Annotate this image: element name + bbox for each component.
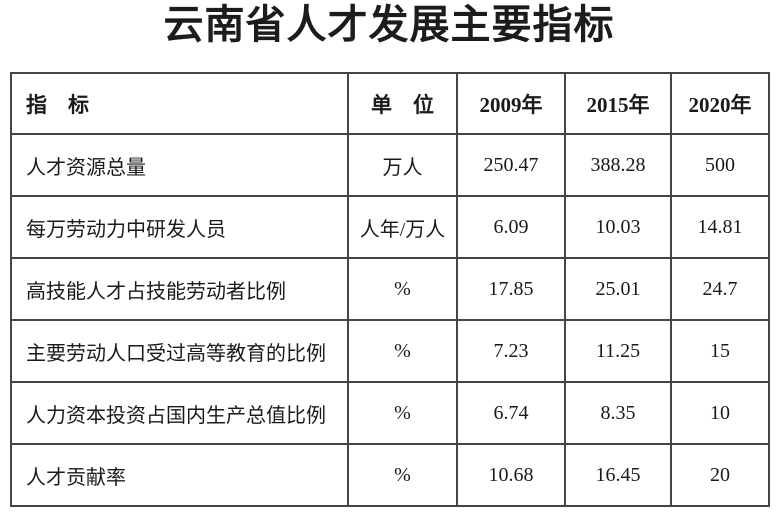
value-2020-cell: 10 <box>670 381 770 445</box>
header-row: 指 标 单 位 2009年 2015年 2020年 <box>10 72 770 135</box>
value-2020-cell: 500 <box>670 133 770 197</box>
table-row: 每万劳动力中研发人员 人年/万人 6.09 10.03 14.81 <box>10 195 770 259</box>
value-2020-cell: 20 <box>670 443 770 507</box>
unit-cell: 人年/万人 <box>347 195 458 259</box>
header-2009: 2009年 <box>456 72 566 135</box>
value-2015-cell: 11.25 <box>564 319 672 383</box>
value-2020-cell: 14.81 <box>670 195 770 259</box>
value-2015-cell: 16.45 <box>564 443 672 507</box>
header-unit: 单 位 <box>347 72 458 135</box>
indicator-cell: 人才资源总量 <box>10 133 349 197</box>
unit-cell: 万人 <box>347 133 458 197</box>
table-body: 人才资源总量 万人 250.47 388.28 500 每万劳动力中研发人员 人… <box>10 133 770 507</box>
indicators-table: 指 标 单 位 2009年 2015年 2020年 人才资源总量 万人 250.… <box>10 72 770 507</box>
value-2015-cell: 25.01 <box>564 257 672 321</box>
page-title: 云南省人才发展主要指标 <box>163 3 615 47</box>
indicator-cell: 每万劳动力中研发人员 <box>10 195 349 259</box>
header-2015: 2015年 <box>564 72 672 135</box>
value-2009-cell: 250.47 <box>456 133 566 197</box>
value-2020-cell: 24.7 <box>670 257 770 321</box>
value-2009-cell: 10.68 <box>456 443 566 507</box>
value-2020-cell: 15 <box>670 319 770 383</box>
value-2009-cell: 17.85 <box>456 257 566 321</box>
table-row: 高技能人才占技能劳动者比例 % 17.85 25.01 24.7 <box>10 257 770 321</box>
table-row: 人力资本投资占国内生产总值比例 % 6.74 8.35 10 <box>10 381 770 445</box>
value-2015-cell: 10.03 <box>564 195 672 259</box>
indicator-cell: 高技能人才占技能劳动者比例 <box>10 257 349 321</box>
unit-cell: % <box>347 257 458 321</box>
value-2009-cell: 6.09 <box>456 195 566 259</box>
value-2015-cell: 8.35 <box>564 381 672 445</box>
unit-cell: % <box>347 319 458 383</box>
indicator-cell: 人力资本投资占国内生产总值比例 <box>10 381 349 445</box>
unit-cell: % <box>347 381 458 445</box>
table-row: 人才资源总量 万人 250.47 388.28 500 <box>10 133 770 197</box>
value-2015-cell: 388.28 <box>564 133 672 197</box>
indicator-cell: 主要劳动人口受过高等教育的比例 <box>10 319 349 383</box>
table-header: 指 标 单 位 2009年 2015年 2020年 <box>10 72 770 135</box>
table-row: 人才贡献率 % 10.68 16.45 20 <box>10 443 770 507</box>
header-2020: 2020年 <box>670 72 770 135</box>
unit-cell: % <box>347 443 458 507</box>
value-2009-cell: 6.74 <box>456 381 566 445</box>
table-row: 主要劳动人口受过高等教育的比例 % 7.23 11.25 15 <box>10 319 770 383</box>
value-2009-cell: 7.23 <box>456 319 566 383</box>
indicator-cell: 人才贡献率 <box>10 443 349 507</box>
header-indicator: 指 标 <box>10 72 349 135</box>
